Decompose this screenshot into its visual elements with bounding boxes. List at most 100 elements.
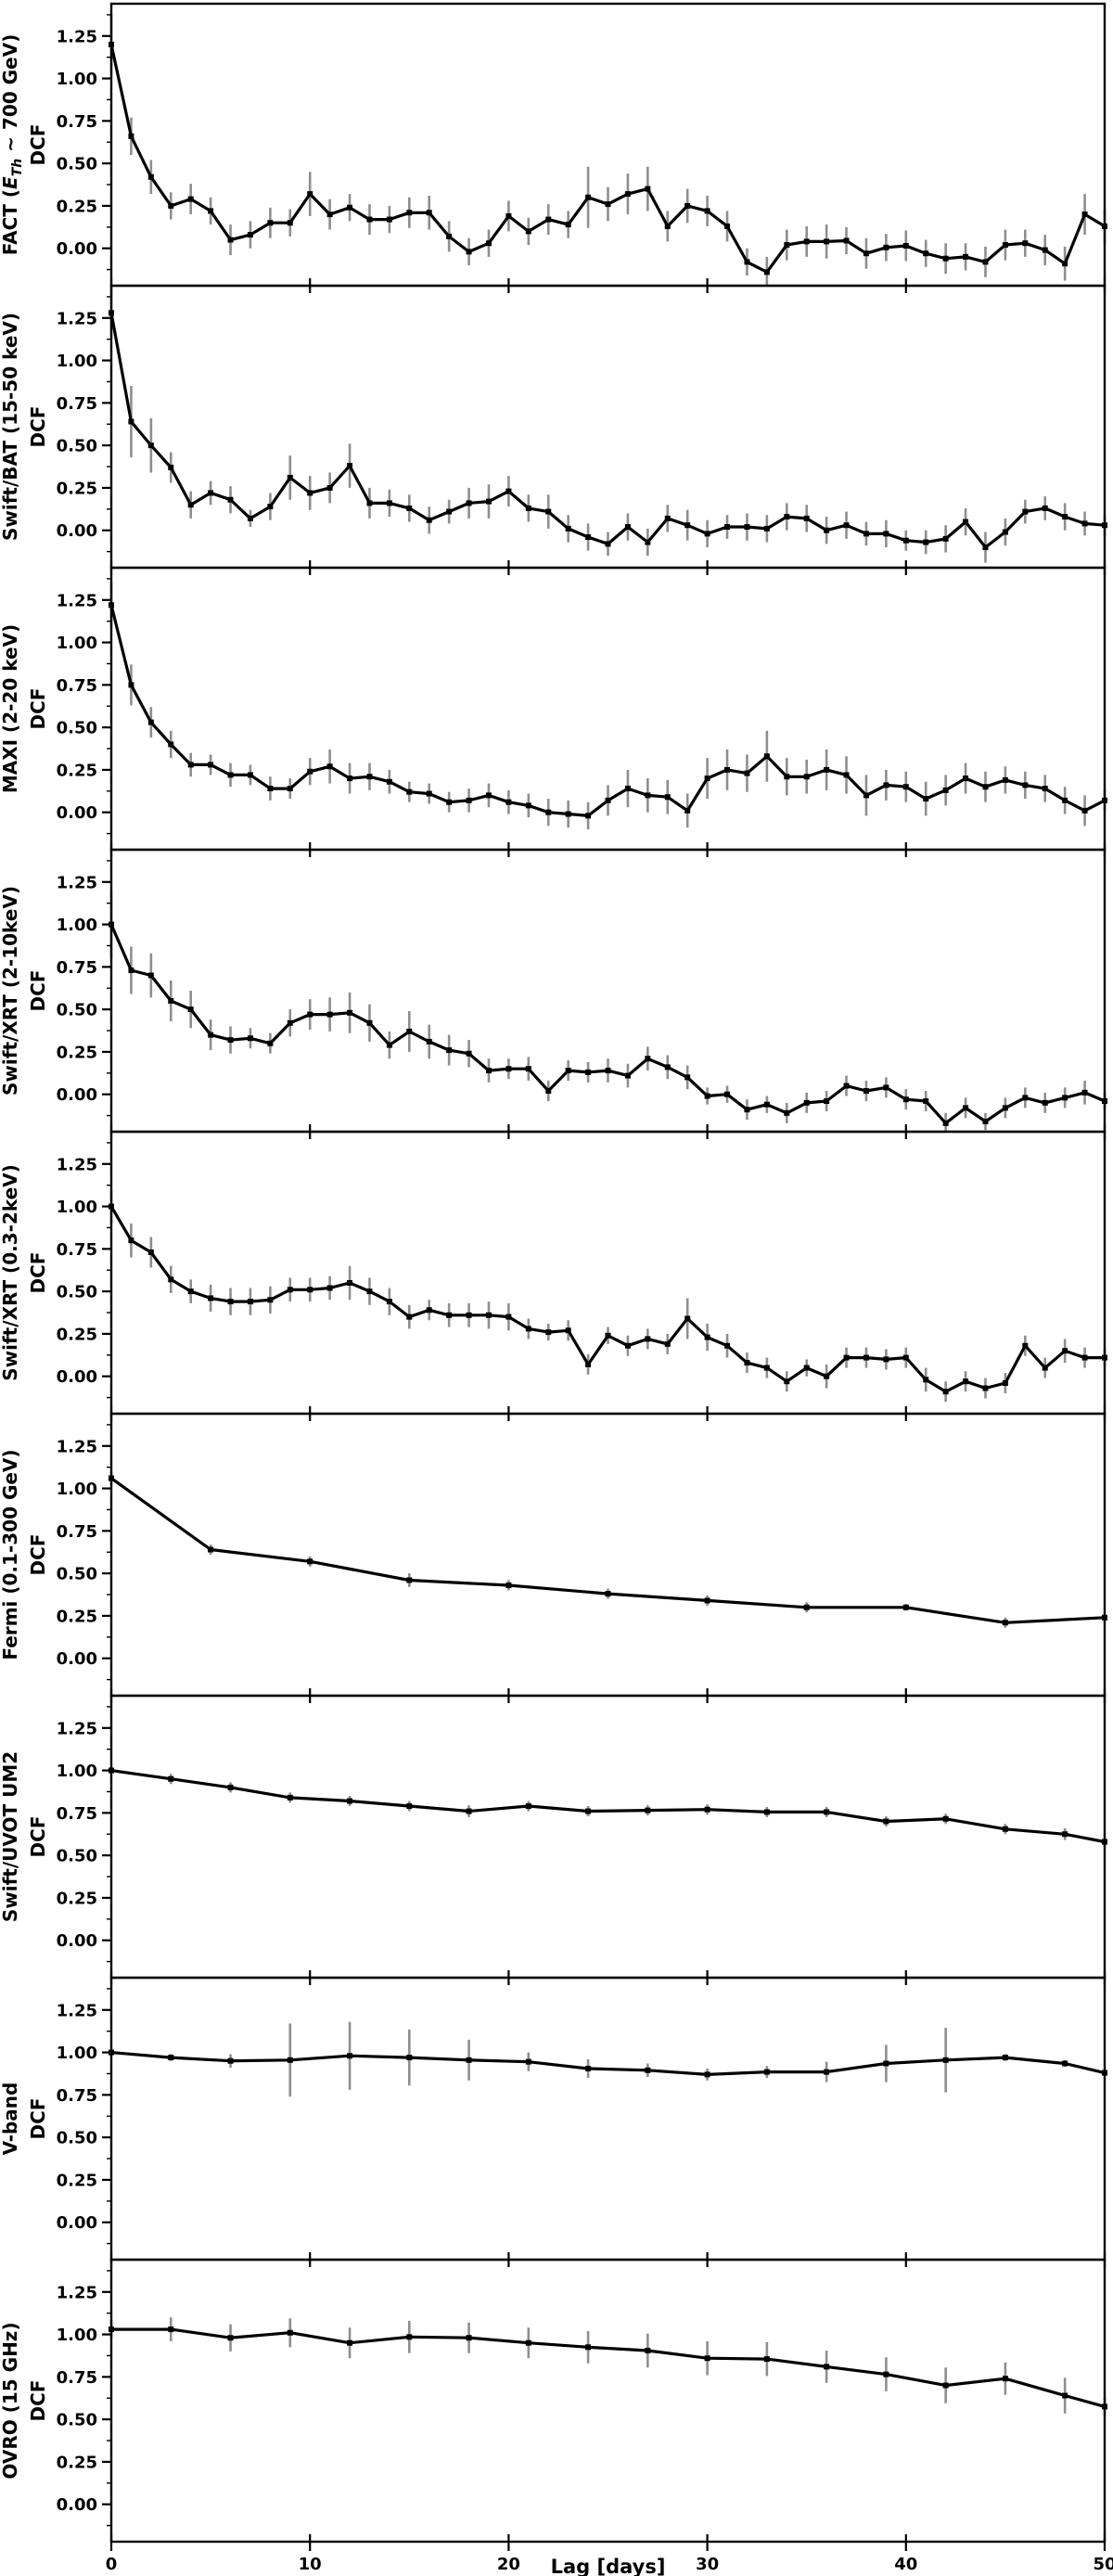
data-point [307, 1558, 313, 1565]
y-tick-label: 1.00 [57, 1480, 97, 1499]
y-tick-label: 0.25 [57, 761, 97, 780]
y-axis-label-dcf: DCF [27, 1816, 49, 1858]
data-point [147, 1250, 154, 1256]
data-point [784, 514, 790, 520]
data-points [109, 1767, 1107, 1845]
panel-swift-xrt-hard: 0.00 0.25 0.50 0.75 1.00 1.25 Swift/XRT (2-10k… [0, 848, 1107, 1139]
data-point [466, 1808, 472, 1814]
data-point [744, 259, 750, 265]
data-point [942, 1815, 949, 1822]
data-point [1042, 1365, 1048, 1371]
data-point [803, 774, 810, 780]
data-point [1081, 211, 1088, 218]
data-point [406, 505, 413, 511]
y-tick-label: 0.50 [57, 1565, 97, 1584]
data-point [605, 541, 611, 547]
data-point [485, 792, 492, 799]
data-point [883, 1084, 889, 1091]
data-point [863, 1354, 869, 1361]
data-point [763, 525, 770, 532]
data-point [744, 1107, 750, 1113]
data-point [347, 2053, 353, 2059]
data-point [307, 768, 313, 775]
y-tick-label: 0.50 [57, 1001, 97, 1020]
data-point [1062, 1831, 1068, 1838]
y-ticks: 0.00 0.25 0.50 0.75 1.00 1.25 [57, 296, 111, 553]
data-point [147, 442, 154, 449]
data-point [982, 1385, 989, 1391]
data-point [187, 1006, 194, 1013]
data-point [1022, 1095, 1029, 1101]
y-axis-label-dcf: DCF [27, 406, 49, 448]
x-tick-label: 10 [299, 2555, 322, 2574]
data-point [824, 766, 830, 773]
y-tick-label: 0.75 [57, 676, 97, 696]
y-tick-label: 0.75 [57, 1804, 97, 1824]
data-point [208, 490, 214, 496]
data-point [1042, 1099, 1048, 1106]
data-point [724, 766, 731, 773]
data-layer [109, 13, 1107, 285]
data-points [109, 1475, 1107, 1626]
y-tick-label: 1.00 [57, 70, 97, 89]
data-point [1022, 1342, 1029, 1349]
data-point [1062, 1095, 1068, 1101]
data-point [1062, 2060, 1068, 2067]
y-axis-label-instrument: Swift/UVOT UM2 [0, 1751, 21, 1922]
data-point [923, 1377, 929, 1383]
data-point [525, 1066, 531, 1072]
y-tick-label: 1.00 [57, 916, 97, 935]
data-point [724, 223, 731, 229]
data-point [763, 2069, 770, 2075]
data-point [347, 1279, 353, 1286]
data-point [1042, 247, 1048, 253]
data-point [942, 2382, 949, 2389]
data-point [505, 1066, 512, 1072]
data-point [505, 1582, 512, 1588]
y-tick-label: 0.75 [57, 394, 97, 414]
y-tick-label: 0.75 [57, 1240, 97, 1260]
y-tick-label: 0.25 [57, 2453, 97, 2472]
y-axis-label-instrument: Swift/XRT (2-10keV) [0, 886, 21, 1096]
data-point [585, 534, 592, 541]
data-point [545, 508, 552, 515]
data-point [1062, 797, 1068, 803]
data-point [645, 2067, 651, 2073]
data-point [883, 1356, 889, 1363]
y-tick-label: 0.50 [57, 2129, 97, 2148]
data-point [505, 488, 512, 494]
series-line [109, 313, 1106, 549]
data-point [883, 1818, 889, 1825]
series-line [111, 2327, 1106, 2408]
data-point [704, 208, 710, 214]
data-point [287, 220, 293, 226]
data-point [168, 741, 174, 748]
error-bars [109, 1471, 1107, 1628]
y-tick-label: 0.00 [57, 1367, 97, 1387]
data-point [724, 524, 731, 531]
y-tick-label: 1.25 [57, 1155, 97, 1174]
data-layer [109, 890, 1107, 1131]
data-point [1002, 1826, 1008, 1832]
data-point [168, 464, 174, 470]
y-tick-label: 0.50 [57, 155, 97, 174]
y-ticks: 0.00 0.25 0.50 0.75 1.00 1.25 [57, 2270, 111, 2527]
data-point [227, 1784, 234, 1790]
y-tick-label: 0.00 [57, 2213, 97, 2233]
data-point [287, 1019, 293, 1026]
data-point [168, 2326, 174, 2333]
data-point [624, 191, 631, 198]
data-point [1081, 520, 1088, 527]
y-tick-label: 1.25 [57, 309, 97, 328]
panel-maxi: 0.00 0.25 0.50 0.75 1.00 1.25 MAXI (2-20 keV) D… [0, 566, 1107, 857]
series-line [110, 1477, 1106, 1624]
panel-fact: 0.00 0.25 0.50 0.75 1.00 1.25 FACT (ETh ∼ 700 … [0, 2, 1107, 293]
y-tick-label: 0.00 [57, 1931, 97, 1951]
data-point [247, 1299, 253, 1305]
data-point [763, 2356, 770, 2363]
data-point [824, 2069, 830, 2075]
data-point [824, 1098, 830, 1105]
data-point [208, 1295, 214, 1301]
data-point [386, 216, 392, 223]
data-point [585, 194, 592, 200]
